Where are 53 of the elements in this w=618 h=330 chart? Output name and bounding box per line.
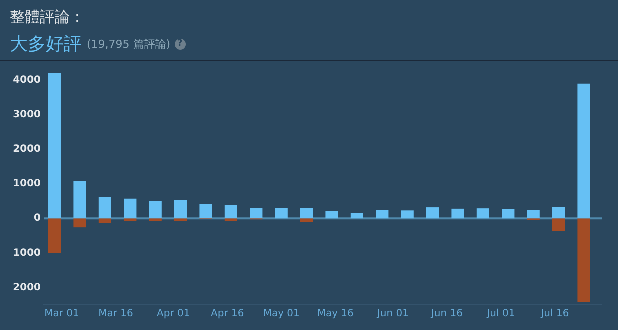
bar <box>74 218 86 228</box>
y-tick-label: 3000 <box>13 110 42 121</box>
y-tick-label: 2000 <box>13 144 42 156</box>
bar <box>376 210 389 219</box>
y-tick-label: 4000 <box>13 74 42 86</box>
x-tick-label: Mar 01 <box>44 308 80 320</box>
x-tick-label: May 16 <box>317 308 354 320</box>
x-tick-label: Jun 01 <box>376 308 409 320</box>
bar <box>200 204 212 219</box>
bar <box>224 205 238 219</box>
bar <box>149 218 162 222</box>
bar <box>124 198 137 219</box>
bar <box>502 209 515 219</box>
bar <box>350 213 364 219</box>
bar <box>527 210 540 219</box>
bar <box>300 218 314 222</box>
bar <box>578 218 590 302</box>
bar <box>174 200 188 219</box>
bar <box>224 218 238 222</box>
bar <box>174 218 188 222</box>
bar <box>48 73 62 219</box>
y-tick-label: 2000 <box>13 282 42 294</box>
bar <box>401 210 414 219</box>
x-tick-label: May 01 <box>263 308 300 320</box>
text: ? <box>174 38 186 50</box>
bar <box>552 207 566 219</box>
bar <box>149 201 162 219</box>
bar <box>48 218 62 254</box>
bar <box>578 84 590 219</box>
x-tick-label: Apr 16 <box>211 308 244 320</box>
bar <box>98 218 112 224</box>
chart-title: 整體評論： <box>10 7 86 28</box>
bar <box>124 218 137 222</box>
bar <box>452 208 464 219</box>
y-tick-label: 1000 <box>13 248 42 259</box>
bar <box>98 197 112 219</box>
bar <box>326 211 338 219</box>
text: (19,795 篇評論) <box>87 36 171 52</box>
bar <box>300 208 314 219</box>
bar <box>552 218 566 232</box>
bar <box>74 181 86 219</box>
bar <box>476 208 490 219</box>
x-tick-label: Jul 01 <box>486 308 516 320</box>
x-tick-label: Mar 16 <box>98 308 134 320</box>
x-tick-label: Jun 16 <box>430 308 463 320</box>
y-tick-label: 0 <box>34 213 42 224</box>
x-tick-label: Apr 01 <box>157 308 190 320</box>
chart-subtitle: 大多好評 <box>10 33 82 56</box>
bar <box>426 208 440 219</box>
y-tick-label: 1000 <box>13 178 42 190</box>
bar <box>250 208 263 219</box>
x-tick-label: Jul 16 <box>540 308 570 320</box>
bar <box>275 208 288 219</box>
